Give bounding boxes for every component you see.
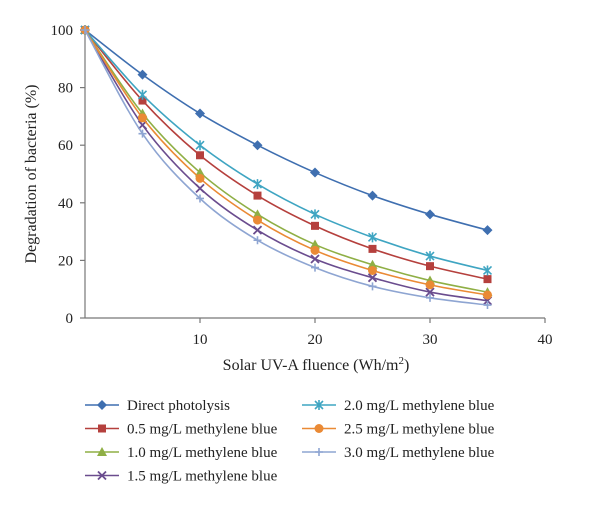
series-line [84, 29, 488, 280]
data-point [311, 263, 319, 272]
series-line [84, 29, 488, 302]
data-point [252, 179, 263, 190]
data-point [137, 69, 148, 80]
data-point [138, 129, 147, 138]
y-tick-label: 60 [58, 138, 73, 154]
data-point [482, 225, 493, 236]
data-point [311, 221, 319, 230]
legend-item: 1.0 mg/L methylene blue [85, 445, 278, 461]
data-point [425, 287, 435, 297]
data-point [253, 215, 262, 225]
data-point [310, 245, 320, 255]
legend-label: 2.5 mg/L methylene blue [344, 422, 495, 438]
data-point [425, 280, 435, 290]
data-point [310, 254, 320, 264]
data-point [310, 239, 320, 249]
legend-marker [315, 448, 323, 456]
legend-label: 2.0 mg/L methylene blue [344, 398, 495, 414]
x-tick-label: 10 [193, 332, 208, 348]
data-point [253, 191, 262, 200]
legend-marker [97, 470, 107, 481]
data-point [81, 26, 89, 34]
data-point [253, 236, 262, 245]
data-point [368, 244, 377, 253]
legend-marker [97, 400, 107, 410]
y-tick-label: 20 [58, 253, 73, 269]
data-point [367, 259, 378, 269]
x-tick-label: 20 [308, 332, 323, 348]
series-7 [81, 26, 492, 310]
legend-label: 3.0 mg/L methylene blue [344, 445, 495, 461]
legend-item: 3.0 mg/L methylene blue [302, 445, 495, 461]
series-2 [81, 26, 492, 284]
data-point [426, 262, 434, 271]
data-point [483, 275, 492, 284]
series-5 [80, 25, 493, 276]
data-point [367, 232, 378, 243]
x-tick-label: 30 [423, 332, 438, 348]
legend-item: 0.5 mg/L methylene blue [85, 422, 278, 438]
data-point [310, 167, 320, 178]
data-point [425, 251, 435, 262]
legend-marker [314, 400, 324, 410]
data-point [368, 265, 377, 275]
data-point [195, 108, 205, 119]
x-axis-title-close: ) [404, 357, 409, 374]
series-line [84, 29, 488, 272]
data-point [483, 290, 492, 300]
data-point [195, 167, 205, 177]
data-point [196, 151, 204, 160]
legend-item: 2.0 mg/L methylene blue [302, 398, 495, 414]
data-point [426, 293, 434, 302]
data-point [252, 225, 263, 235]
y-tick-label: 40 [58, 196, 73, 212]
legend-label: 1.0 mg/L methylene blue [127, 445, 278, 461]
legend-item: 2.5 mg/L methylene blue [302, 422, 495, 438]
data-point [483, 301, 492, 310]
data-point [482, 265, 493, 276]
data-point [196, 194, 204, 203]
series-6 [80, 25, 492, 300]
x-axis-title-main: Solar UV-A fluence (Wh/m [223, 357, 399, 374]
y-tick-label: 0 [66, 311, 74, 327]
x-tick-label: 40 [538, 332, 553, 348]
data-point [138, 96, 147, 105]
data-point [252, 140, 263, 151]
legend-label: Direct photolysis [127, 398, 230, 414]
data-point [367, 190, 378, 201]
x-axis-title: Solar UV-A fluence (Wh/m2) [223, 355, 410, 374]
data-point [252, 209, 263, 219]
legend-item: Direct photolysis [85, 398, 230, 414]
legend-item: 1.5 mg/L methylene blue [85, 469, 278, 485]
series-group [80, 25, 493, 310]
data-point [195, 183, 205, 194]
legend-label: 0.5 mg/L methylene blue [127, 422, 278, 438]
legend-marker [97, 447, 107, 456]
x-axis-title-superscript: 2 [398, 355, 404, 367]
data-point [368, 282, 377, 291]
y-tick-label: 80 [58, 81, 73, 97]
data-point [137, 89, 148, 100]
legend: Direct photolysis 0.5 mg/L methylene blue… [85, 398, 495, 485]
data-point [367, 273, 378, 283]
data-point [195, 173, 205, 183]
data-point [195, 140, 205, 151]
y-tick-label: 100 [51, 23, 74, 39]
data-point [310, 209, 320, 220]
legend-marker [314, 424, 324, 433]
data-point [138, 113, 147, 123]
ticks: 0 20 40 60 80 100 10 20 30 40 [51, 23, 553, 348]
y-axis-title: Degradation of bacteria (%) [23, 84, 40, 263]
legend-label: 1.5 mg/L methylene blue [127, 469, 278, 485]
legend-marker [98, 424, 106, 433]
data-point [425, 209, 435, 220]
